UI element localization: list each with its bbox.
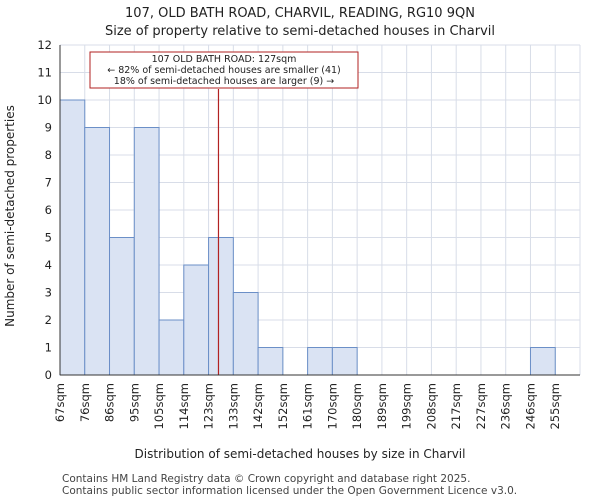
x-tick-label: 170sqm [325, 383, 339, 429]
x-tick-label: 86sqm [103, 383, 117, 422]
annotation-border [89, 51, 359, 89]
y-tick-label: 0 [45, 368, 52, 382]
x-tick-label: 152sqm [276, 383, 290, 429]
x-tick-label: 67sqm [53, 383, 67, 422]
x-tick-label: 236sqm [499, 383, 513, 429]
y-tick-label: 11 [37, 66, 52, 80]
x-tick-label: 133sqm [226, 383, 240, 429]
bar-133sqm [232, 292, 259, 376]
annotation-smaller: ← 82% of semi-detached houses are smalle… [107, 65, 341, 76]
x-tick-label: 105sqm [152, 383, 166, 429]
y-tick-label: 2 [45, 313, 52, 327]
bar-114sqm [183, 264, 210, 376]
bar-76sqm [84, 127, 111, 376]
x-tick-label: 208sqm [424, 383, 438, 429]
bar-layer [59, 99, 556, 376]
y-tick-label: 12 [37, 38, 52, 52]
x-tick-label: 246sqm [523, 383, 537, 429]
x-tick-label: 76sqm [78, 383, 92, 422]
y-tick-label: 8 [45, 148, 52, 162]
x-tick-label: 180sqm [350, 383, 364, 429]
footer-line1: Contains HM Land Registry data © Crown c… [62, 473, 470, 485]
x-tick-label: 95sqm [127, 383, 141, 422]
x-tick-label: 114sqm [177, 383, 191, 429]
bar-170sqm [331, 347, 358, 376]
annotation-larger: 18% of semi-detached houses are larger (… [114, 76, 334, 87]
y-tick-label: 4 [45, 258, 52, 272]
y-tick-label: 10 [37, 93, 52, 107]
y-tick-label: 1 [45, 341, 52, 355]
chart-title-line2: Size of property relative to semi-detach… [105, 24, 495, 39]
x-tick-label: 217sqm [449, 383, 463, 429]
bar-123sqm [208, 237, 234, 376]
bar-95sqm [133, 127, 160, 376]
x-tick-label: 189sqm [375, 383, 389, 429]
x-tick-label: 123sqm [202, 383, 216, 429]
x-tick-label: 161sqm [301, 383, 315, 429]
y-tick-label: 6 [45, 203, 52, 217]
chart-title-line1: 107, OLD BATH ROAD, CHARVIL, READING, RG… [125, 6, 475, 21]
y-axis-label: Number of semi-detached properties [3, 105, 17, 327]
bar-161sqm [307, 347, 333, 376]
y-tick-label: 7 [45, 176, 52, 190]
bar-246sqm [529, 347, 556, 376]
x-tick-label: 255sqm [548, 383, 562, 429]
x-axis-label: Distribution of semi-detached houses by … [135, 447, 466, 461]
y-tick-label: 3 [45, 286, 52, 300]
bar-105sqm [158, 319, 185, 376]
annotation-box: 107 OLD BATH ROAD: 127sqm ← 82% of semi-… [89, 51, 359, 89]
footer-line2: Contains public sector information licen… [62, 485, 517, 497]
x-tick-label: 227sqm [474, 383, 488, 429]
annotation-title: 107 OLD BATH ROAD: 127sqm [152, 54, 297, 65]
bar-142sqm [257, 347, 284, 376]
bar-67sqm [59, 99, 86, 376]
y-tick-label: 5 [45, 231, 52, 245]
x-tick-label: 142sqm [251, 383, 265, 429]
x-tick-label: 199sqm [400, 383, 414, 429]
y-tick-label: 9 [45, 121, 52, 135]
bar-86sqm [109, 237, 135, 376]
